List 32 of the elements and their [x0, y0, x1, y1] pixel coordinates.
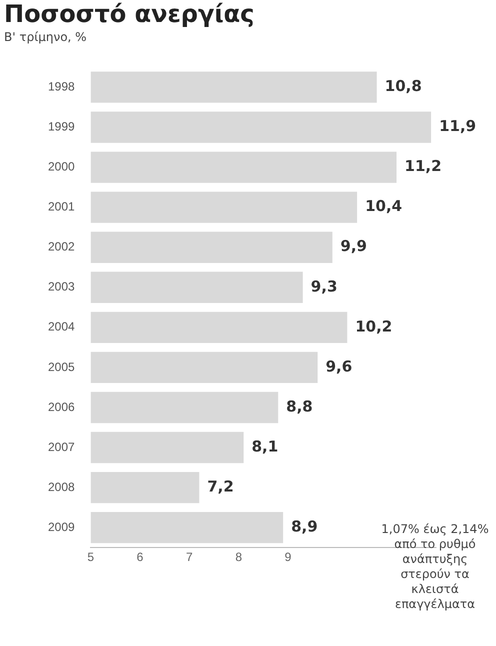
data-label: 8,8	[286, 397, 313, 416]
y-tick-label: 2008	[48, 480, 76, 494]
x-tick-label: 8	[235, 550, 242, 564]
y-tick-label: 2001	[48, 200, 76, 214]
y-tick-label: 2000	[48, 160, 76, 174]
data-label: 10,4	[365, 197, 402, 216]
data-label: 10,8	[384, 77, 422, 96]
y-tick-label: 2006	[48, 400, 76, 414]
y-tick-label: 1999	[48, 120, 76, 134]
data-label: 8,1	[252, 437, 278, 456]
annotation: 1,07% έως 2,14% από το ρυθμό ανάπτυξης στερούν τα κλειστά επαγγέλματα	[380, 522, 490, 612]
x-tick-label: 6	[136, 550, 144, 564]
y-tick-label: 2002	[48, 240, 76, 254]
y-tick-label: 2005	[48, 360, 76, 374]
chart-title: Ποσοστό ανεργίας	[4, 0, 254, 28]
y-tick-label: 2004	[48, 320, 76, 334]
y-tick-label: 1998	[48, 80, 76, 94]
data-label: 9,6	[326, 357, 352, 376]
y-tick-label: 2007	[48, 440, 76, 454]
x-tick-label: 5	[87, 550, 94, 564]
data-label: 10,2	[355, 317, 392, 336]
data-label: 9,9	[340, 237, 367, 256]
chart-subtitle: Β' τρίμηνο, %	[4, 30, 87, 44]
data-label: 11,2	[404, 157, 442, 176]
data-label: 11,9	[439, 117, 476, 136]
data-label: 9,3	[310, 277, 338, 296]
data-label: 8,9	[291, 517, 318, 536]
x-tick-label: 9	[284, 550, 292, 564]
data-label: 7,2	[207, 477, 234, 496]
y-tick-label: 2003	[48, 280, 76, 294]
x-tick-label: 7	[186, 550, 194, 564]
y-tick-label: 2009	[48, 520, 76, 534]
